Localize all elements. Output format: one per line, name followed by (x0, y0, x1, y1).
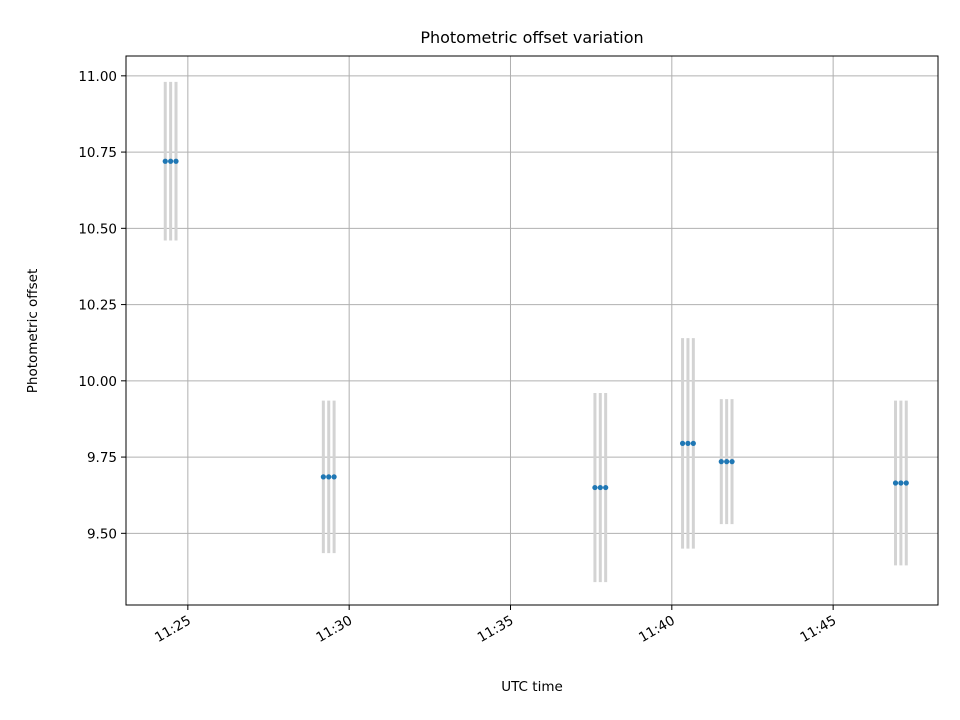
y-tick-label: 10.50 (78, 221, 117, 237)
data-point (690, 440, 696, 446)
data-point (892, 480, 899, 486)
grid (126, 56, 938, 605)
data-point (162, 158, 168, 164)
y-tick-label: 9.50 (87, 526, 117, 542)
data-point (592, 484, 598, 491)
x-tick-label: 11:25 (152, 613, 194, 646)
data-point (168, 158, 174, 164)
data-point (597, 484, 603, 491)
y-tick-label: 10.75 (78, 145, 117, 161)
data-point (718, 459, 724, 465)
data-point (685, 440, 691, 446)
error-bars (163, 81, 908, 583)
data-point (603, 484, 609, 491)
data-point (679, 440, 686, 446)
y-tick-label: 10.25 (78, 298, 117, 314)
x-tick-label: 11:30 (313, 613, 355, 646)
x-axis-label: UTC time (501, 679, 563, 695)
data-point (320, 474, 326, 480)
y-tick-label: 11.00 (78, 69, 117, 85)
x-tick-label: 11:35 (475, 613, 517, 646)
y-tick-label: 10.00 (78, 374, 117, 390)
plot-frame (125, 55, 939, 606)
y-axis-label: Photometric offset (25, 269, 41, 393)
x-tick-label: 11:40 (636, 613, 678, 646)
x-tick-label: 11:45 (797, 613, 839, 646)
data-point (331, 474, 337, 480)
data-point (724, 459, 730, 465)
data-point (903, 480, 909, 486)
data-point (898, 480, 904, 486)
data-point (326, 474, 332, 480)
axis-ticks: 9.50 9.75 10.00 10.25 10.50 10.75 11.00 11:25 11… (78, 69, 839, 646)
chart-title: Photometric offset variation (420, 28, 643, 47)
y-tick-label: 9.75 (87, 450, 117, 466)
data-point (729, 459, 735, 465)
data-points (162, 158, 909, 491)
data-point (173, 158, 179, 164)
